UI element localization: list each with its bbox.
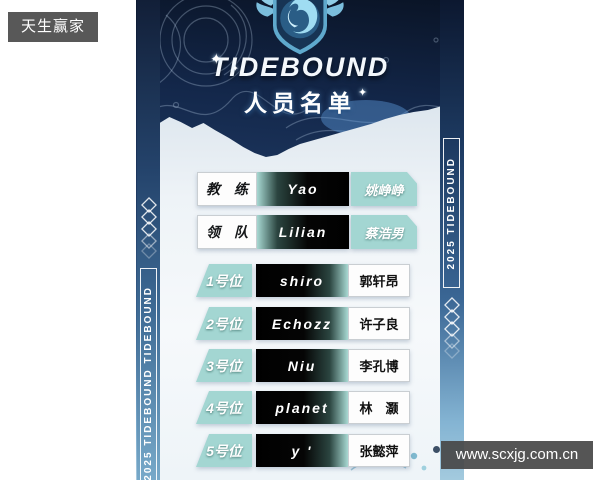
corner-badge: 天生赢家 bbox=[8, 12, 98, 42]
team-logo-icon bbox=[256, 0, 344, 55]
left-banner-text: 2025 TIDEBOUND TIDEBOUND bbox=[143, 285, 154, 480]
left-banner-frame: 2025 TIDEBOUND TIDEBOUND bbox=[140, 268, 157, 480]
game-id: planet bbox=[256, 391, 348, 424]
roster-row-leader: 领 队 Lilian 蔡浩男 bbox=[197, 215, 417, 249]
game-id: Yao bbox=[257, 172, 349, 206]
role-label: 领 队 bbox=[197, 215, 257, 249]
team-roster-poster: ✦ ✦ ✦ TIDEBOUND 人员名单 2025 TIDEBOUND TIDE… bbox=[136, 0, 464, 480]
position-label: 4号位 bbox=[196, 391, 252, 424]
right-banner-text: 2025 TIDEBOUND bbox=[446, 156, 457, 270]
left-ribbon: 2025 TIDEBOUND TIDEBOUND bbox=[137, 0, 160, 480]
sparkle-icon: ✦ bbox=[358, 87, 368, 99]
watermark: www.scxjg.com.cn bbox=[441, 441, 593, 469]
real-name: 林 灏 bbox=[348, 391, 410, 424]
game-id: shiro bbox=[256, 264, 348, 297]
position-label: 1号位 bbox=[196, 264, 252, 297]
right-banner-frame: 2025 TIDEBOUND bbox=[443, 138, 460, 288]
poster-subtitle: 人员名单 bbox=[244, 90, 356, 116]
game-id: Lilian bbox=[257, 215, 349, 249]
real-name: 李孔博 bbox=[348, 349, 410, 382]
position-label: 3号位 bbox=[196, 349, 252, 382]
game-id: y ' bbox=[256, 434, 348, 467]
sparkle-icon: ✦ bbox=[232, 64, 239, 73]
position-label: 5号位 bbox=[196, 434, 252, 467]
real-name: 张懿萍 bbox=[348, 434, 410, 467]
game-id: Echozz bbox=[256, 307, 348, 340]
real-name-tag: 姚峥峥 bbox=[351, 172, 417, 206]
roster-row-player-4: 4号位 planet 林 灏 bbox=[196, 391, 410, 424]
roster-row-coach: 教 练 Yao 姚峥峥 bbox=[197, 172, 417, 206]
game-id: Niu bbox=[256, 349, 348, 382]
diamond-lattice-icon bbox=[444, 297, 460, 359]
role-label: 教 练 bbox=[197, 172, 257, 206]
splash-dot-decoration bbox=[433, 446, 440, 453]
right-ribbon: 2025 TIDEBOUND bbox=[440, 0, 464, 480]
roster-row-player-3: 3号位 Niu 李孔博 bbox=[196, 349, 410, 382]
poster-title: TIDEBOUND bbox=[210, 52, 390, 82]
real-name-tag: 蔡浩男 bbox=[351, 215, 417, 249]
roster-row-player-1: 1号位 shiro 郭轩昂 bbox=[196, 264, 410, 297]
real-name: 许子良 bbox=[348, 307, 410, 340]
sparkle-icon: ✦ bbox=[210, 51, 223, 68]
roster-row-player-2: 2号位 Echozz 许子良 bbox=[196, 307, 410, 340]
real-name: 郭轩昂 bbox=[348, 264, 410, 297]
position-label: 2号位 bbox=[196, 307, 252, 340]
diamond-lattice-icon bbox=[141, 197, 157, 259]
roster-row-player-5: 5号位 y ' 张懿萍 bbox=[196, 434, 410, 467]
